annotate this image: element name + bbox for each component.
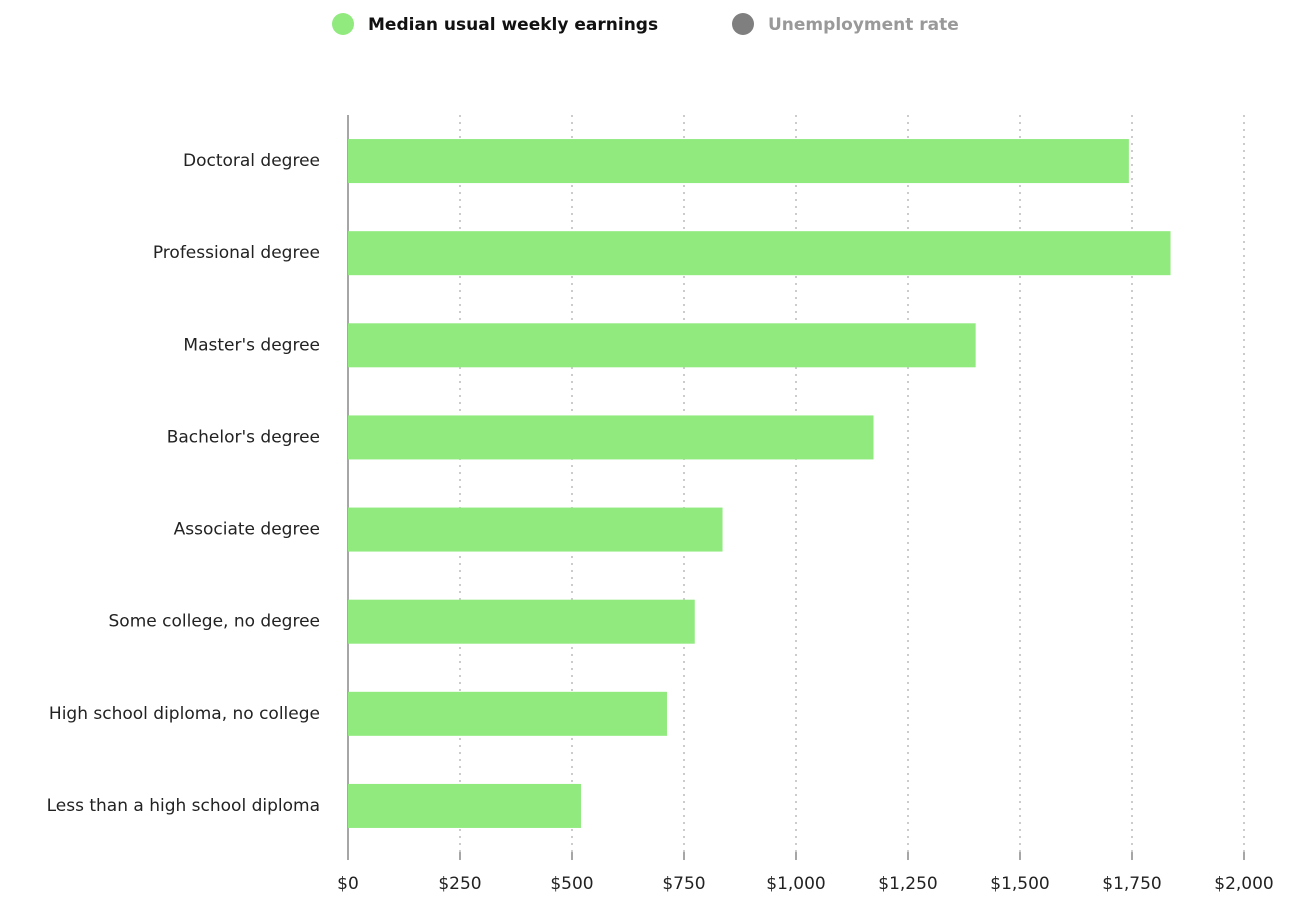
y-tick-label: Master's degree	[183, 335, 320, 355]
y-tick-label: Associate degree	[174, 520, 320, 540]
y-tick-label: Doctoral degree	[183, 151, 320, 171]
x-tick-label: $1,000	[766, 874, 825, 894]
y-tick-label: Less than a high school diploma	[47, 796, 320, 816]
bar	[348, 599, 695, 644]
y-tick-label: Bachelor's degree	[167, 427, 320, 447]
bar	[348, 507, 723, 552]
y-tick-label: High school diploma, no college	[49, 704, 320, 724]
x-tick-label: $500	[550, 874, 593, 894]
legend-label[interactable]: Unemployment rate	[768, 15, 959, 35]
bar	[348, 783, 581, 828]
legend-marker[interactable]	[732, 13, 754, 35]
x-tick-label: $0	[337, 874, 359, 894]
x-tick-label: $750	[662, 874, 705, 894]
bar	[348, 415, 874, 460]
x-tick-label: $2,000	[1214, 874, 1273, 894]
bar	[348, 323, 976, 368]
x-tick-label: $1,250	[878, 874, 937, 894]
y-tick-label: Professional degree	[153, 243, 320, 263]
legend-label[interactable]: Median usual weekly earnings	[368, 15, 658, 35]
x-tick-label: $1,500	[990, 874, 1049, 894]
legend-marker[interactable]	[332, 13, 354, 35]
y-tick-label: Some college, no degree	[109, 612, 320, 632]
bar	[348, 231, 1171, 276]
x-tick-label: $250	[438, 874, 481, 894]
bar	[348, 139, 1129, 184]
x-tick-label: $1,750	[1102, 874, 1161, 894]
bar	[348, 691, 667, 736]
